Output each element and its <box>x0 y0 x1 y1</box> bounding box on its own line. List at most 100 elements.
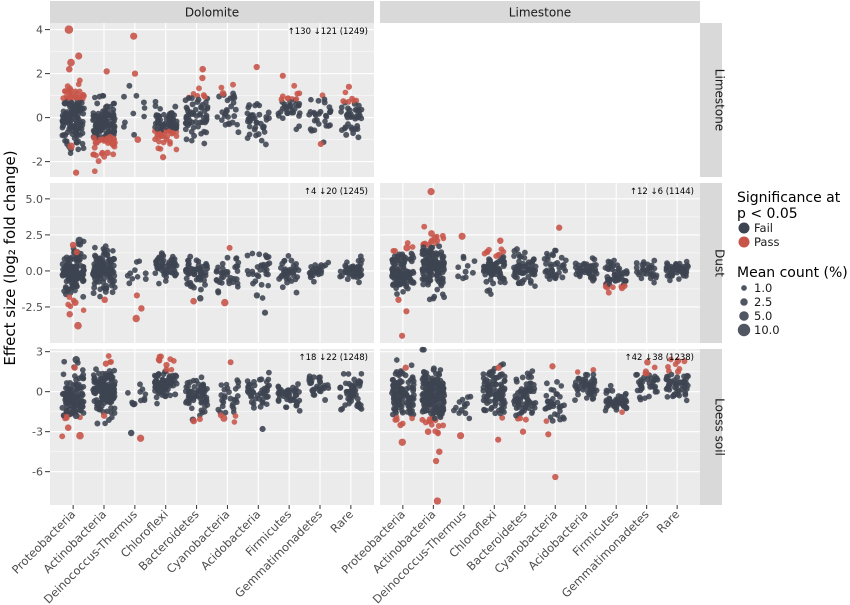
point-pass <box>163 361 170 369</box>
point-fail <box>652 389 659 395</box>
point-fail <box>671 377 678 383</box>
point-fail <box>420 244 427 251</box>
point-fail <box>102 420 108 427</box>
point-fail <box>80 277 87 284</box>
point-pass <box>166 128 172 135</box>
point-fail <box>158 250 165 257</box>
point-pass <box>101 296 108 304</box>
point-fail <box>575 270 582 277</box>
point-fail <box>121 93 127 100</box>
point-fail <box>664 260 670 267</box>
point-fail <box>554 378 560 385</box>
point-fail <box>493 381 500 388</box>
point-fail <box>279 260 286 267</box>
point-fail <box>520 263 527 270</box>
point-fail <box>435 382 442 389</box>
point-fail <box>187 253 194 260</box>
point-pass <box>403 308 410 315</box>
legend-significance-label: Pass <box>754 235 779 249</box>
point-fail <box>338 104 345 111</box>
point-fail <box>111 405 118 412</box>
y-tick-label: -2 <box>32 156 43 169</box>
point-fail <box>589 255 596 261</box>
point-pass <box>138 305 145 312</box>
point-fail <box>199 101 206 108</box>
point-fail <box>127 270 134 277</box>
point-fail <box>308 272 314 279</box>
point-fail <box>72 356 80 364</box>
point-pass <box>495 364 502 371</box>
point-pass <box>66 94 73 101</box>
point-pass <box>136 434 145 442</box>
point-fail <box>80 375 87 382</box>
point-fail <box>79 122 86 128</box>
point-fail <box>680 272 687 279</box>
point-fail <box>215 264 221 271</box>
point-fail <box>664 272 671 279</box>
point-fail <box>93 278 100 285</box>
point-fail <box>225 114 231 120</box>
point-fail <box>349 126 355 133</box>
point-fail <box>551 411 558 417</box>
point-fail <box>214 114 221 120</box>
point-fail <box>284 110 291 116</box>
point-fail <box>590 371 597 378</box>
point-fail <box>682 391 689 398</box>
point-pass <box>293 96 300 102</box>
point-fail <box>460 275 466 282</box>
y-tick-label: 4 <box>36 24 43 37</box>
point-fail <box>263 271 269 277</box>
point-fail <box>653 272 660 279</box>
point-fail <box>543 260 549 267</box>
point-fail <box>103 104 109 111</box>
legend-significance-title: p < 0.05 <box>737 206 798 222</box>
point-fail <box>337 394 344 400</box>
point-fail <box>80 293 87 300</box>
point-fail <box>315 374 322 381</box>
point-fail <box>191 271 197 278</box>
legend-swatch-pass <box>738 236 750 248</box>
point-fail <box>79 105 86 112</box>
point-fail <box>198 399 205 406</box>
point-fail <box>214 277 220 284</box>
point-fail <box>308 96 314 103</box>
point-fail <box>126 82 133 89</box>
point-fail <box>129 275 136 282</box>
point-fail <box>233 263 240 269</box>
point-fail <box>496 389 503 396</box>
point-fail <box>234 280 241 287</box>
y-tick-label: 0 <box>36 112 43 125</box>
point-fail <box>67 379 73 386</box>
legend-size-title: Mean count (%) <box>737 265 848 281</box>
point-pass <box>440 422 447 429</box>
point-pass <box>60 95 67 102</box>
point-fail <box>512 269 519 276</box>
point-fail <box>110 386 117 393</box>
point-pass <box>134 136 142 143</box>
point-fail <box>423 251 430 257</box>
point-fail <box>195 123 201 130</box>
point-fail <box>668 371 675 378</box>
point-fail <box>73 376 80 383</box>
point-pass <box>409 244 416 250</box>
point-fail <box>497 270 503 277</box>
point-fail <box>69 254 75 261</box>
point-fail <box>530 256 537 263</box>
point-fail <box>68 99 75 106</box>
point-fail <box>499 371 505 377</box>
point-fail <box>219 260 226 267</box>
point-fail <box>638 385 645 392</box>
point-pass <box>159 154 167 161</box>
point-pass <box>409 415 415 422</box>
point-fail <box>431 263 438 269</box>
point-fail <box>266 369 272 376</box>
point-fail <box>466 415 473 422</box>
point-fail <box>349 389 356 395</box>
point-fail <box>106 368 113 374</box>
point-fail <box>201 386 208 393</box>
point-fail <box>186 117 193 124</box>
point-fail <box>419 268 426 275</box>
point-pass <box>227 359 234 366</box>
panel-annotation: ↑4 ↓20 (1245) <box>304 187 368 197</box>
point-fail <box>283 404 290 411</box>
